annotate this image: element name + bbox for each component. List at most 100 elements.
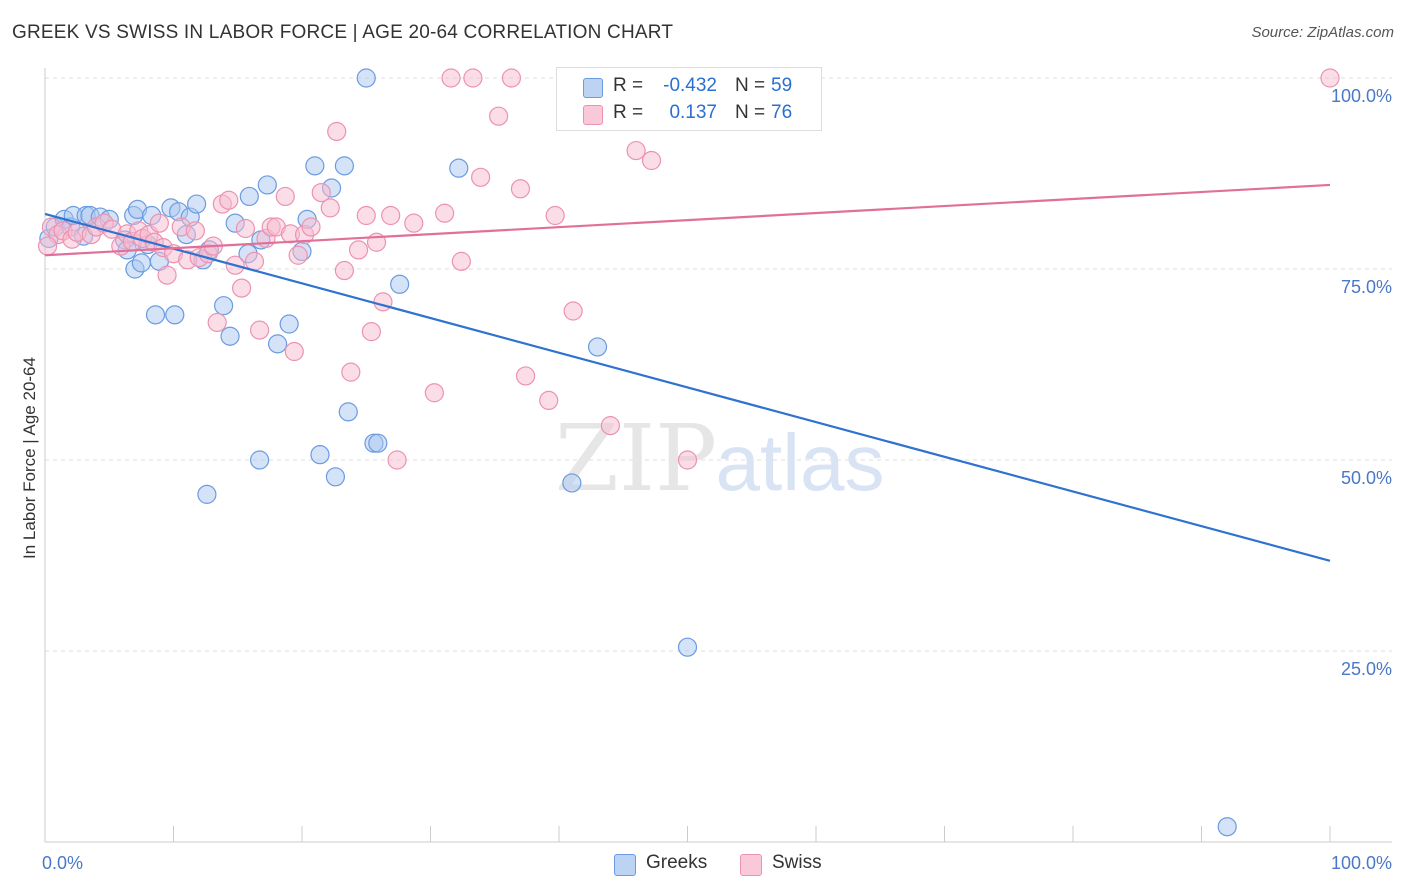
greeks-point [677,637,698,657]
y-tick-label: 100.0% [1331,86,1392,106]
swiss-point [361,322,381,342]
swiss-point [435,203,455,223]
greeks-point [449,158,469,178]
swiss-r-value: 0.137 [669,102,717,123]
bottom-greeks-swatch [614,854,636,876]
swiss-point [677,450,698,470]
swiss-point [1320,68,1340,88]
greeks-point [334,156,355,176]
greeks-point [187,194,207,214]
greeks-point [131,253,151,273]
greeks-point [390,274,410,294]
swiss-point [545,205,565,226]
swiss-point [232,278,252,298]
greeks-point [257,175,277,195]
axes [44,68,1392,843]
swiss-point [641,150,662,171]
gridlines [45,77,1392,652]
swiss-point [334,260,355,281]
greeks-point [325,467,346,487]
greeks-point [310,445,330,465]
swiss-point [471,167,491,187]
greeks-n-value: 59 [771,75,793,96]
swiss-point [157,265,177,285]
greeks-r-label: R = [613,75,644,96]
swiss-n-value: 76 [771,102,793,123]
legend-row-swiss: R = 0.137 N = 76 [557,102,821,128]
stats-legend: R = -0.432 N = 59 R = 0.137 N = 76 [556,67,822,131]
swiss-point [626,140,646,161]
swiss-point [441,68,461,88]
watermark-atlas: atlas [716,418,885,507]
swiss-point [301,217,321,237]
swiss-point [288,245,308,265]
swiss-point [463,68,483,88]
greeks-point [356,68,376,88]
swiss-point [600,416,621,436]
greeks-point [214,296,234,316]
swiss-point [501,68,522,88]
y-tick-label: 75.0% [1341,277,1392,297]
greeks-swatch [583,78,603,98]
points-layer [37,68,1340,837]
bottom-greeks-label: Greeks [646,852,708,873]
greeks-point [279,314,299,334]
greeks-point [368,433,388,453]
tick-labels: 25.0% 50.0% 75.0% 100.0% 0.0% 100.0% [42,86,1392,873]
y-tick-label: 50.0% [1341,468,1392,488]
greeks-point [1217,817,1237,837]
swiss-n-label: N = [735,102,766,123]
legend-row-greeks: R = -0.432 N = 59 [557,75,821,101]
trend-lines [44,183,1331,562]
greeks-point [562,473,582,493]
swiss-point [539,390,559,411]
swiss-point [327,121,347,142]
greeks-point [220,326,240,346]
y-tick-label: 25.0% [1341,659,1392,679]
swiss-point [207,312,227,333]
swiss-point [37,236,58,256]
swiss-point [235,218,256,239]
swiss-point [373,292,393,312]
swiss-point [348,240,369,260]
bottom-swiss-label: Swiss [772,852,822,873]
greeks-point [338,402,358,422]
source-label: Source: ZipAtlas.com [1251,24,1394,41]
swiss-point [185,221,205,241]
swiss-point [489,106,509,126]
greeks-point [587,337,608,357]
swiss-point [356,205,376,226]
swiss-r-label: R = [613,102,644,123]
swiss-point [284,341,304,362]
greeks-point [239,186,259,207]
swiss-point [510,179,531,199]
x-tick-label: 100.0% [1331,853,1392,873]
swiss-trend-line [44,183,1331,257]
chart-title: GREEK VS SWISS IN LABOR FORCE | AGE 20-6… [12,22,674,43]
swiss-point [404,213,424,233]
greeks-point [197,484,217,504]
bottom-swiss-swatch [740,854,762,876]
swiss-point [311,183,331,203]
swiss-point [275,186,295,207]
greeks-trend-line [44,212,1331,562]
swiss-point [451,251,471,271]
swiss-point [244,251,265,271]
swiss-point [219,190,239,210]
swiss-point [249,320,270,340]
greeks-r-value: -0.432 [663,75,717,96]
x-tick-label: 0.0% [42,853,83,873]
swiss-point [424,383,444,403]
greeks-n-label: N = [735,75,766,96]
greeks-point [165,305,185,325]
greeks-point [249,450,270,470]
swiss-point [341,362,361,382]
swiss-point [320,198,340,218]
swiss-swatch [583,105,603,125]
swiss-point [387,450,407,470]
greeks-point [145,305,166,325]
swiss-point [149,213,169,233]
greeks-point [267,334,288,354]
swiss-point [381,205,401,226]
